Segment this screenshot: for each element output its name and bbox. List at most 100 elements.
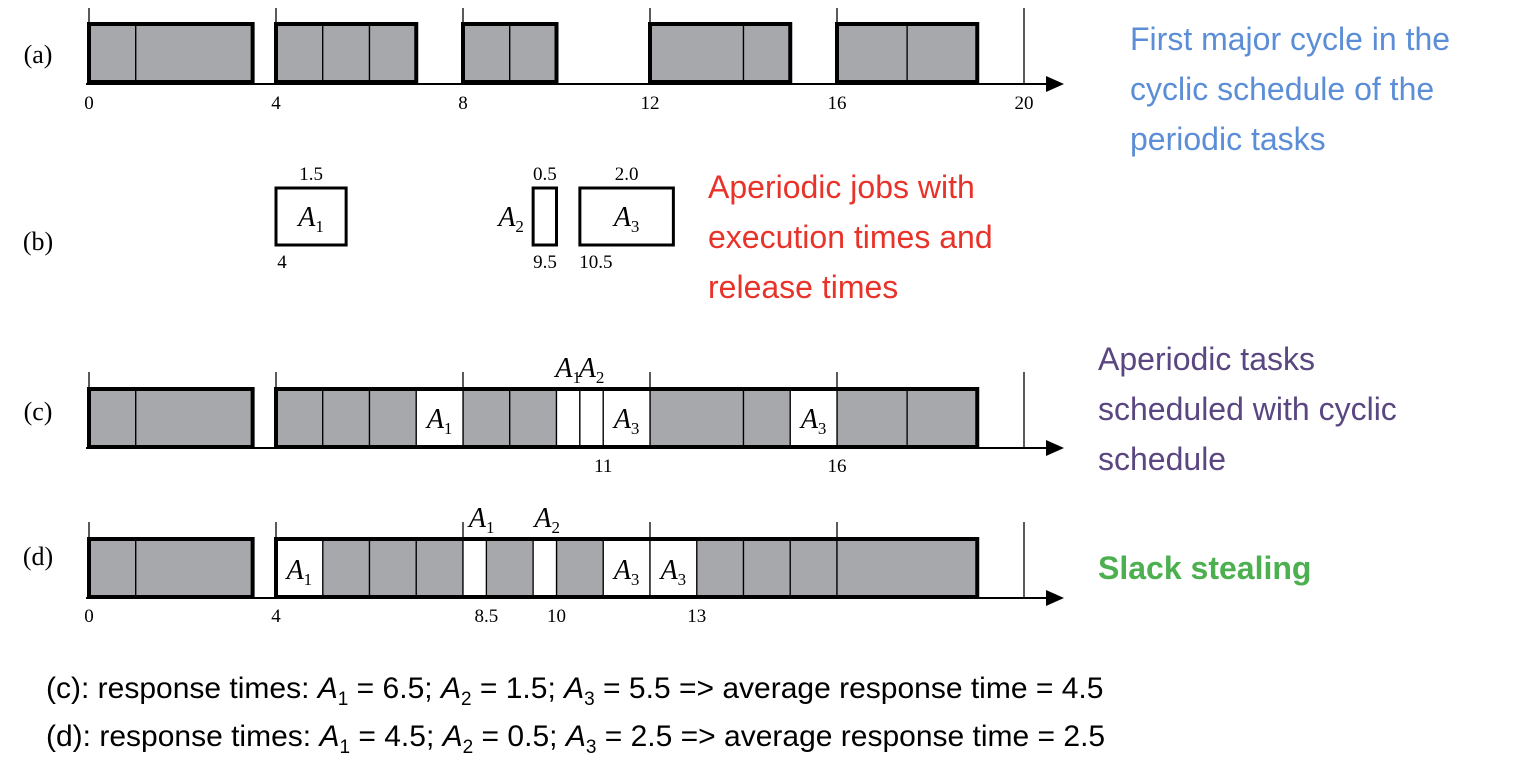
row-a-gray-slice: [509, 23, 558, 83]
row-a-gray-slice: [368, 23, 417, 83]
row-c-arrowhead: [1046, 440, 1064, 456]
row-a-gray-slice: [649, 23, 745, 83]
row-d-gray-slice: [88, 538, 137, 598]
row-a-gray-slice: [742, 23, 791, 83]
row-a-tick-label: 0: [84, 93, 94, 114]
row-c-aperiodic-slice: [789, 388, 838, 448]
row-b-job-label: A1: [296, 202, 324, 236]
row-d-aperiodic-slice: [462, 538, 488, 598]
row-a-gray-slice: [135, 23, 254, 83]
note-b-line-2: execution times and: [708, 219, 993, 255]
row-d-tick-label: 0: [84, 606, 94, 627]
row-d-aperiodic-label: A3: [612, 555, 640, 589]
note-a-line-1: First major cycle in the: [1130, 21, 1451, 57]
row-d-top-label: A1: [467, 503, 495, 537]
response-d-a1: 4.5: [384, 720, 426, 753]
row-b-job-label: A2: [496, 202, 524, 236]
response-c-avg-label: => average response time =: [670, 672, 1062, 705]
row-d-gray-slice: [789, 538, 838, 598]
response-c-a3: 5.5: [628, 672, 671, 705]
note-b: Aperiodic jobs with execution times and …: [708, 162, 993, 312]
row-b-label: (b): [23, 227, 53, 256]
row-d-gray-slice: [836, 538, 978, 598]
row-c-top-label: A1: [553, 353, 581, 387]
note-c-line-2: scheduled with cyclic: [1098, 391, 1397, 427]
row-b-release-time: 10.5: [579, 252, 612, 273]
row-a-run-outline: [274, 22, 419, 84]
row-c-gray-slice: [135, 388, 254, 448]
response-d-prefix: (d): response times:: [46, 720, 320, 753]
row-c-gray-slice: [322, 388, 371, 448]
note-d-line-1: Slack stealing: [1098, 550, 1312, 586]
row-b-job-box: [274, 186, 348, 247]
note-b-line-1: Aperiodic jobs with: [708, 169, 975, 205]
response-line-d: (d): response times: A1 = 4.5; A2 = 0.5;…: [46, 720, 1106, 758]
response-d-avg-label: => average response time =: [672, 720, 1064, 753]
response-c-avg: 4.5: [1061, 672, 1104, 705]
row-a-run-outline: [648, 22, 793, 84]
row-c-gray-slice: [88, 388, 137, 448]
row-b-exec-time: 1.5: [299, 164, 323, 185]
response-d-avg: 2.5: [1063, 720, 1106, 753]
response-c-a2: 1.5: [505, 672, 548, 705]
row-a-gray-slice: [836, 23, 908, 83]
row-d-aperiodic-slice: [532, 538, 558, 598]
note-c-line-1: Aperiodic tasks: [1098, 341, 1315, 377]
row-c-gray-slice: [462, 388, 511, 448]
row-d-top-label: A2: [532, 503, 560, 537]
row-c-aperiodic-label: A3: [612, 404, 640, 438]
row-c-gray-slice: [742, 388, 791, 448]
row-b-job-box: [531, 186, 558, 247]
row-c-aperiodic-label: A3: [799, 404, 827, 438]
note-c: Aperiodic tasks scheduled with cyclic sc…: [1098, 334, 1397, 484]
row-d-arrowhead: [1046, 590, 1064, 606]
row-c-gray-slice: [906, 388, 978, 448]
row-a-label: (a): [24, 40, 53, 69]
row-c-gray-slice: [836, 388, 908, 448]
row-a-tick-label: 20: [1015, 93, 1034, 114]
row-a-tick-label: 4: [271, 93, 281, 114]
response-d-a2: 0.5: [507, 720, 550, 753]
row-b-exec-time: 2.0: [615, 164, 639, 185]
row-d-gray-slice: [415, 538, 464, 598]
note-a-line-3: periodic tasks: [1130, 121, 1326, 157]
row-d-gray-slice: [135, 538, 254, 598]
row-d-tick-label: 4: [271, 606, 281, 627]
row-d-tick-label: 13: [687, 606, 706, 627]
row-c-gray-slice: [368, 388, 417, 448]
row-b-exec-time: 0.5: [533, 164, 557, 185]
row-d-tick-label: 10: [547, 606, 566, 627]
row-b-job-label: A3: [612, 202, 640, 236]
row-a-gray-slice: [275, 23, 324, 83]
row-b-release-time: 9.5: [533, 252, 557, 273]
row-a-gray-slice: [322, 23, 371, 83]
row-d-aperiodic-slice: [275, 538, 324, 598]
row-c-tick-label: 16: [828, 456, 847, 477]
row-a-run-outline: [87, 22, 255, 84]
row-c-gray-slice: [509, 388, 558, 448]
note-b-line-3: release times: [708, 269, 899, 305]
row-c-gray-slice: [275, 388, 324, 448]
row-d-gray-slice: [485, 538, 534, 598]
row-c-label: (c): [24, 397, 53, 426]
row-a-gray-slice: [88, 23, 137, 83]
row-d-gray-slice: [368, 538, 417, 598]
row-c-top-label: A2: [577, 353, 605, 387]
row-d-gray-slice: [742, 538, 791, 598]
note-a: First major cycle in the cyclic schedule…: [1130, 14, 1450, 164]
note-c-line-3: schedule: [1098, 441, 1227, 477]
row-d-label: (d): [23, 542, 53, 571]
row-b-job-box: [578, 186, 675, 247]
row-a-gray-slice: [906, 23, 978, 83]
note-d: Slack stealing: [1098, 543, 1311, 593]
row-d-gray-slice: [555, 538, 604, 598]
row-c-aperiodic-label: A1: [425, 404, 453, 438]
row-d-tick-label: 8.5: [475, 606, 499, 627]
response-c-prefix: (c): response times:: [46, 672, 318, 705]
row-c-gray-slice: [649, 388, 745, 448]
note-a-line-2: cyclic schedule of the: [1130, 71, 1435, 107]
row-a-tick-label: 8: [458, 93, 468, 114]
row-c-aperiodic-slice: [555, 388, 581, 448]
response-d-a3: 2.5: [630, 720, 673, 753]
row-a-run-outline: [835, 22, 980, 84]
